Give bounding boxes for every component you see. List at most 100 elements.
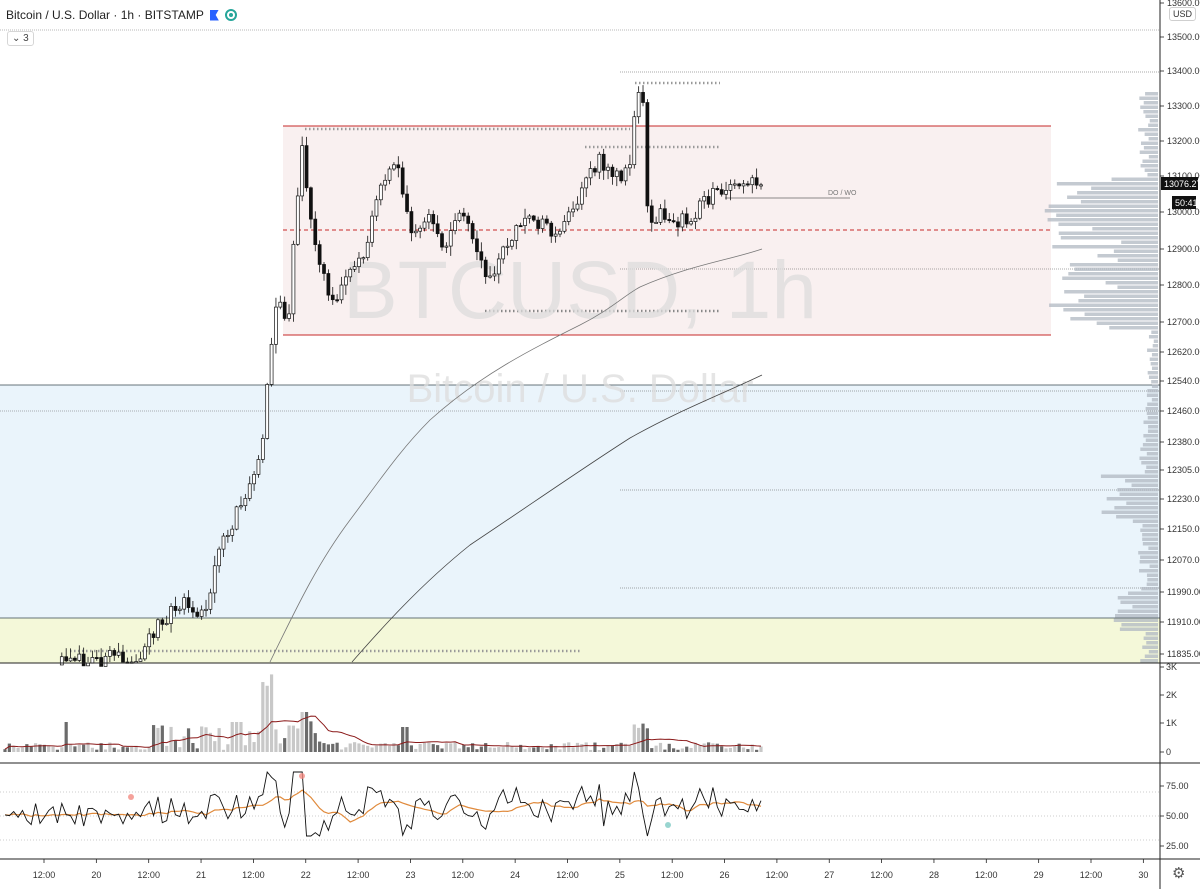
candle-up[interactable] — [77, 653, 82, 661]
currency-button[interactable]: USD — [1169, 7, 1197, 21]
candle-up[interactable] — [422, 221, 427, 229]
candle-up[interactable] — [510, 240, 514, 247]
candle-up[interactable] — [252, 474, 256, 485]
candle-up[interactable] — [274, 306, 278, 345]
candle-up[interactable] — [492, 273, 497, 277]
candle-down[interactable] — [667, 219, 672, 221]
candle-up[interactable] — [427, 214, 431, 223]
candle-down[interactable] — [405, 193, 409, 212]
candle-up[interactable] — [204, 608, 208, 611]
candle-down[interactable] — [466, 215, 471, 224]
candle-up[interactable] — [702, 196, 707, 202]
candle-up[interactable] — [392, 164, 396, 170]
candle-up[interactable] — [527, 215, 532, 219]
candle-up[interactable] — [632, 116, 637, 166]
candle-up[interactable] — [571, 208, 575, 213]
eye-icon[interactable] — [224, 9, 237, 21]
candle-down[interactable] — [649, 205, 654, 223]
candle-up[interactable] — [558, 230, 562, 235]
candle-down[interactable] — [309, 187, 313, 220]
candle-up[interactable] — [352, 266, 357, 270]
candle-down[interactable] — [479, 251, 484, 261]
candle-up[interactable] — [553, 233, 558, 237]
candle-down[interactable] — [396, 164, 401, 169]
candle-up[interactable] — [142, 646, 147, 660]
candle-up[interactable] — [339, 284, 344, 301]
candle-down[interactable] — [317, 244, 322, 265]
candle-up[interactable] — [348, 268, 353, 278]
candle-up[interactable] — [606, 166, 610, 171]
candle-down[interactable] — [676, 221, 680, 228]
candle-down[interactable] — [151, 633, 156, 638]
candle-down[interactable] — [746, 183, 750, 186]
candle-up[interactable] — [269, 343, 274, 385]
candle-up[interactable] — [177, 608, 182, 611]
candle-up[interactable] — [344, 276, 348, 286]
candle-down[interactable] — [545, 218, 549, 224]
candle-up[interactable] — [514, 225, 519, 241]
candle-down[interactable] — [64, 656, 69, 662]
flag-icon[interactable] — [209, 9, 219, 21]
candle-up[interactable] — [108, 650, 112, 657]
candle-down[interactable] — [431, 214, 436, 225]
candle-down[interactable] — [470, 223, 475, 240]
candle-down[interactable] — [121, 651, 125, 663]
candle-up[interactable] — [623, 167, 628, 182]
candle-down[interactable] — [173, 606, 178, 611]
candle-up[interactable] — [260, 438, 265, 460]
candle-up[interactable] — [374, 199, 379, 217]
candle-down[interactable] — [715, 188, 720, 190]
candle-down[interactable] — [684, 213, 689, 225]
candle-down[interactable] — [462, 212, 466, 217]
candle-down[interactable] — [706, 196, 711, 205]
candle-up[interactable] — [579, 187, 584, 205]
candle-up[interactable] — [523, 217, 527, 226]
candle-down[interactable] — [282, 301, 287, 319]
candle-down[interactable] — [195, 611, 200, 617]
candle-down[interactable] — [99, 657, 103, 667]
symbol-title[interactable]: Bitcoin / U.S. Dollar · 1h · BITSTAMP — [6, 8, 204, 22]
candle-up[interactable] — [680, 213, 685, 228]
candle-up[interactable] — [182, 597, 187, 610]
candle-up[interactable] — [444, 245, 449, 248]
candle-down[interactable] — [313, 218, 318, 245]
candle-down[interactable] — [112, 650, 117, 656]
candle-down[interactable] — [483, 259, 488, 278]
candle-up[interactable] — [566, 211, 571, 222]
candle-up[interactable] — [588, 168, 593, 179]
candle-up[interactable] — [759, 184, 763, 187]
candle-up[interactable] — [226, 534, 230, 537]
candle-down[interactable] — [601, 153, 606, 171]
candle-up[interactable] — [658, 208, 663, 223]
candle-up[interactable] — [584, 177, 589, 189]
candle-up[interactable] — [147, 633, 152, 648]
candle-up[interactable] — [654, 221, 658, 224]
candle-up[interactable] — [365, 241, 370, 258]
candle-up[interactable] — [278, 301, 283, 308]
candle-up[interactable] — [234, 506, 239, 530]
candle-up[interactable] — [265, 384, 270, 439]
candle-down[interactable] — [160, 619, 165, 625]
candle-down[interactable] — [531, 215, 536, 221]
candle-down[interactable] — [475, 238, 479, 253]
candle-down[interactable] — [719, 189, 724, 195]
candle-down[interactable] — [610, 166, 615, 177]
candle-down[interactable] — [335, 299, 339, 302]
candle-up[interactable] — [247, 483, 252, 499]
candle-up[interactable] — [597, 153, 602, 173]
candle-up[interactable] — [750, 177, 755, 186]
candle-up[interactable] — [291, 243, 296, 315]
candle-down[interactable] — [435, 223, 440, 235]
candle-up[interactable] — [418, 227, 422, 232]
gear-icon[interactable]: ⚙ — [1172, 865, 1186, 882]
candle-down[interactable] — [191, 607, 195, 613]
candle-up[interactable] — [505, 245, 510, 248]
candle-up[interactable] — [199, 609, 204, 617]
candle-up[interactable] — [496, 258, 501, 275]
candle-down[interactable] — [645, 102, 650, 207]
candle-up[interactable] — [488, 275, 492, 278]
indicators-collapse-button[interactable]: ⌄ 3 — [7, 31, 34, 46]
candle-up[interactable] — [68, 657, 73, 662]
candle-up[interactable] — [361, 257, 366, 260]
candle-up[interactable] — [387, 168, 392, 181]
